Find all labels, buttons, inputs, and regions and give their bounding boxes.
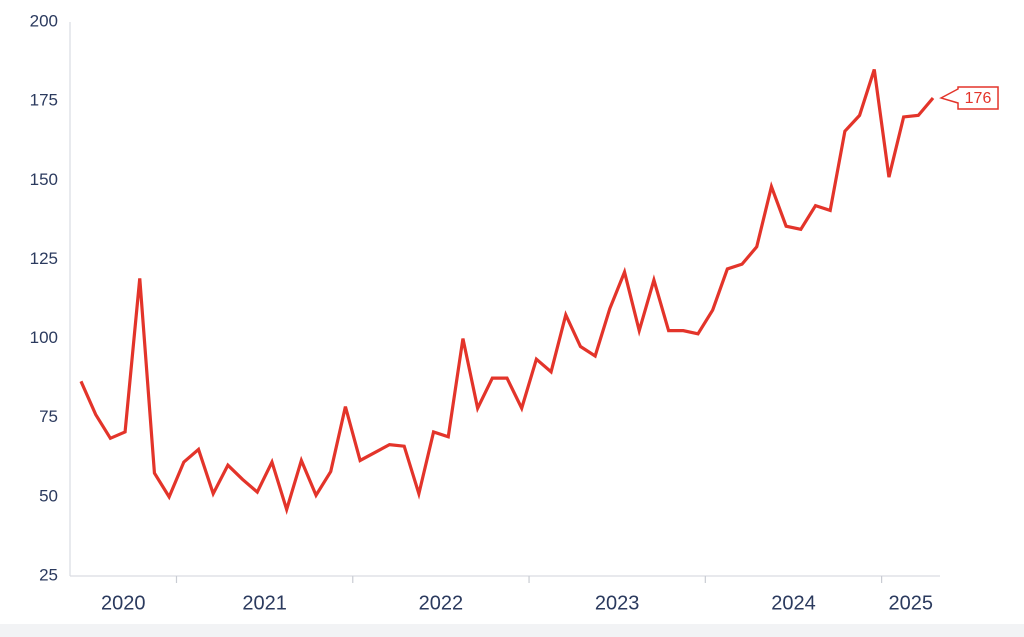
y-tick-label: 200 [30, 11, 58, 30]
footer-strip [0, 624, 1024, 637]
x-tick-label: 2020 [101, 592, 146, 614]
line-series [79, 69, 935, 516]
y-tick-label: 50 [39, 486, 58, 505]
y-tick-label: 175 [30, 91, 58, 110]
x-tick-label: 2021 [242, 592, 287, 614]
x-tick-label: 2022 [419, 592, 464, 614]
x-tick-label: 2023 [595, 592, 640, 614]
y-tick-label: 100 [30, 328, 58, 347]
x-tick-label: 2024 [771, 592, 816, 614]
y-tick-label: 125 [30, 249, 58, 268]
value-callout [939, 86, 999, 110]
y-tick-label: 75 [39, 407, 58, 426]
y-tick-label: 150 [30, 170, 58, 189]
y-tick-label: 25 [39, 565, 58, 584]
x-tick-label: 2025 [889, 592, 934, 614]
value-label: 176 [965, 90, 992, 107]
